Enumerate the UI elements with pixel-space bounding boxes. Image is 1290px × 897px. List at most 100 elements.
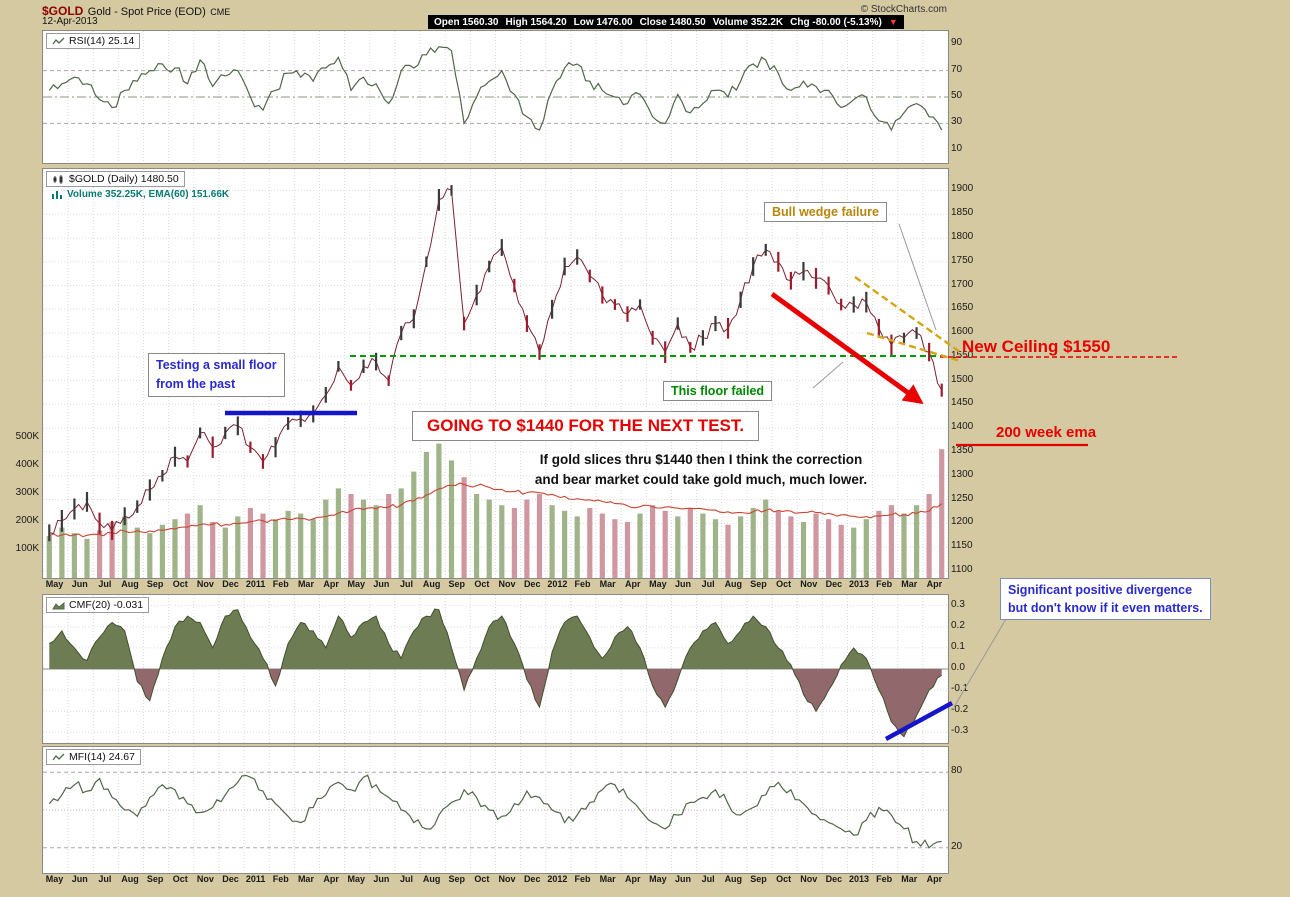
x-axis-label: Jul [701,579,715,589]
x-axis-label: Nov [800,579,818,589]
y-axis-label: 50 [951,90,963,101]
x-axis-label: Jun [71,874,88,884]
price-legend: $GOLD (Daily) 1480.50 [46,171,185,187]
price-panel [42,168,949,579]
indicator-line-icon [52,37,65,44]
x-axis-label: Aug [724,874,743,884]
x-axis-label: May [347,874,365,884]
x-axis-label: Mar [297,579,314,589]
x-axis-label: Mar [297,874,314,884]
y-axis-label: -0.2 [951,704,969,716]
chart-canvas [42,595,949,743]
cmf-panel [42,594,949,744]
x-axis-label: Sep [448,874,466,884]
y-axis-label: 1200 [951,516,974,528]
x-axis-label: Nov [800,874,818,884]
x-axis-label: Nov [196,579,214,589]
mfi-legend: MFI(14) 24.67 [46,749,141,765]
y-axis-label: 1100 [951,563,973,575]
bull-wedge-label: Bull wedge failure [764,202,887,222]
x-axis-label: Sep [146,579,164,589]
y-axis-label: 0.2 [951,619,965,631]
y-axis-label: 1900 [951,183,974,195]
y-axis-label: 20 [951,840,963,852]
volume-axis-label: 400K [15,459,39,470]
x-axis-label: Nov [498,579,516,589]
divergence-label: Significant positive divergence but don'… [1000,578,1211,620]
y-axis-label: 1150 [951,540,973,552]
x-axis-label: Jul [98,579,112,589]
y-axis-label: 1300 [951,468,974,480]
quote-change: Chg -80.00 (-5.13%) [790,16,882,28]
y-axis-label: 1500 [951,373,974,385]
x-axis-label: Jun [373,579,390,589]
x-axis-label: 2013 [848,579,870,589]
x-axis-label: Sep [448,579,466,589]
volume-bars-icon [52,191,62,199]
x-axis-label: Aug [422,579,441,589]
testing-floor-line2: from the past [156,377,236,391]
x-axis-label: Feb [272,874,289,884]
x-axis-label: Jul [701,874,715,884]
x-axis-label: Apr [625,874,641,884]
y-axis-label: 1600 [951,326,974,338]
x-axis-label: Sep [146,874,164,884]
testing-floor-line1: Testing a small floor [156,358,277,372]
quote-close: Close 1480.50 [639,16,706,28]
x-axis-label: Feb [272,579,289,589]
x-axis-label: Feb [876,579,893,589]
volume-axis-label: 300K [15,487,39,498]
y-axis-label: 1800 [951,230,974,242]
x-axis-label: Oct [474,579,490,589]
symbol-label: $GOLD [42,4,84,18]
x-axis-label: Apr [926,874,943,884]
y-axis-label: 0.0 [951,662,965,673]
x-axis-label: Apr [323,874,339,884]
x-axis-label: Oct [172,874,188,884]
y-axis-label: 1700 [951,278,974,290]
volume-axis-label: 200K [15,515,39,526]
y-axis-label: 1450 [951,397,974,409]
x-axis-label: Jun [71,579,88,589]
mfi-panel [42,746,949,874]
x-axis-label: Feb [574,874,591,884]
chart-date: 12-Apr-2013 [42,16,98,27]
chart-canvas [42,747,949,873]
x-axis-label: Sep [750,579,767,589]
x-axis-label: Aug [422,874,441,884]
x-axis-label: 2012 [547,579,568,589]
y-axis-label: 1400 [951,421,974,433]
volume-legend-label: Volume 352.25K, EMA(60) 151.66K [67,189,230,200]
indicator-area-icon [52,601,65,609]
quote-volume: Volume 352.2K [712,16,784,28]
quote-bar: Open 1560.30 High 1564.20 Low 1476.00 Cl… [428,15,904,29]
x-axis-label: Dec [523,874,541,884]
x-axis-label: Jun [373,874,390,884]
x-axis-label: Nov [498,874,516,884]
chart-title: $GOLD Gold - Spot Price (EOD) CME [42,2,230,20]
x-axis-label: Dec [825,874,843,884]
down-triangle-icon: ▼ [888,17,898,27]
price-legend-label: $GOLD (Daily) 1480.50 [69,173,179,185]
x-axis-label: Mar [901,579,918,589]
x-axis-label: Jul [98,874,112,884]
y-axis-label: 0.1 [951,640,965,652]
x-axis-label: Aug [121,579,139,589]
x-axis-label: Oct [776,874,792,884]
x-axis-label: Dec [222,579,239,589]
quote-high: High 1564.20 [505,16,567,28]
y-axis-label: 1750 [951,254,974,266]
x-axis-label: Feb [574,579,591,589]
new-ceiling-label: New Ceiling $1550 [962,337,1111,356]
x-axis-label: Dec [222,874,239,884]
x-axis-label: 2012 [547,874,568,884]
symbol-description: Gold - Spot Price (EOD) [87,6,206,18]
volume-axis-label: 500K [15,431,39,442]
divergence-line1: Significant positive divergence [1008,583,1193,597]
x-axis-label: Aug [724,579,743,589]
y-axis-label: 30 [951,116,963,128]
copyright-label: © StockCharts.com [860,4,947,15]
y-axis-label: 80 [951,765,963,777]
x-axis-label: 2011 [245,874,266,884]
